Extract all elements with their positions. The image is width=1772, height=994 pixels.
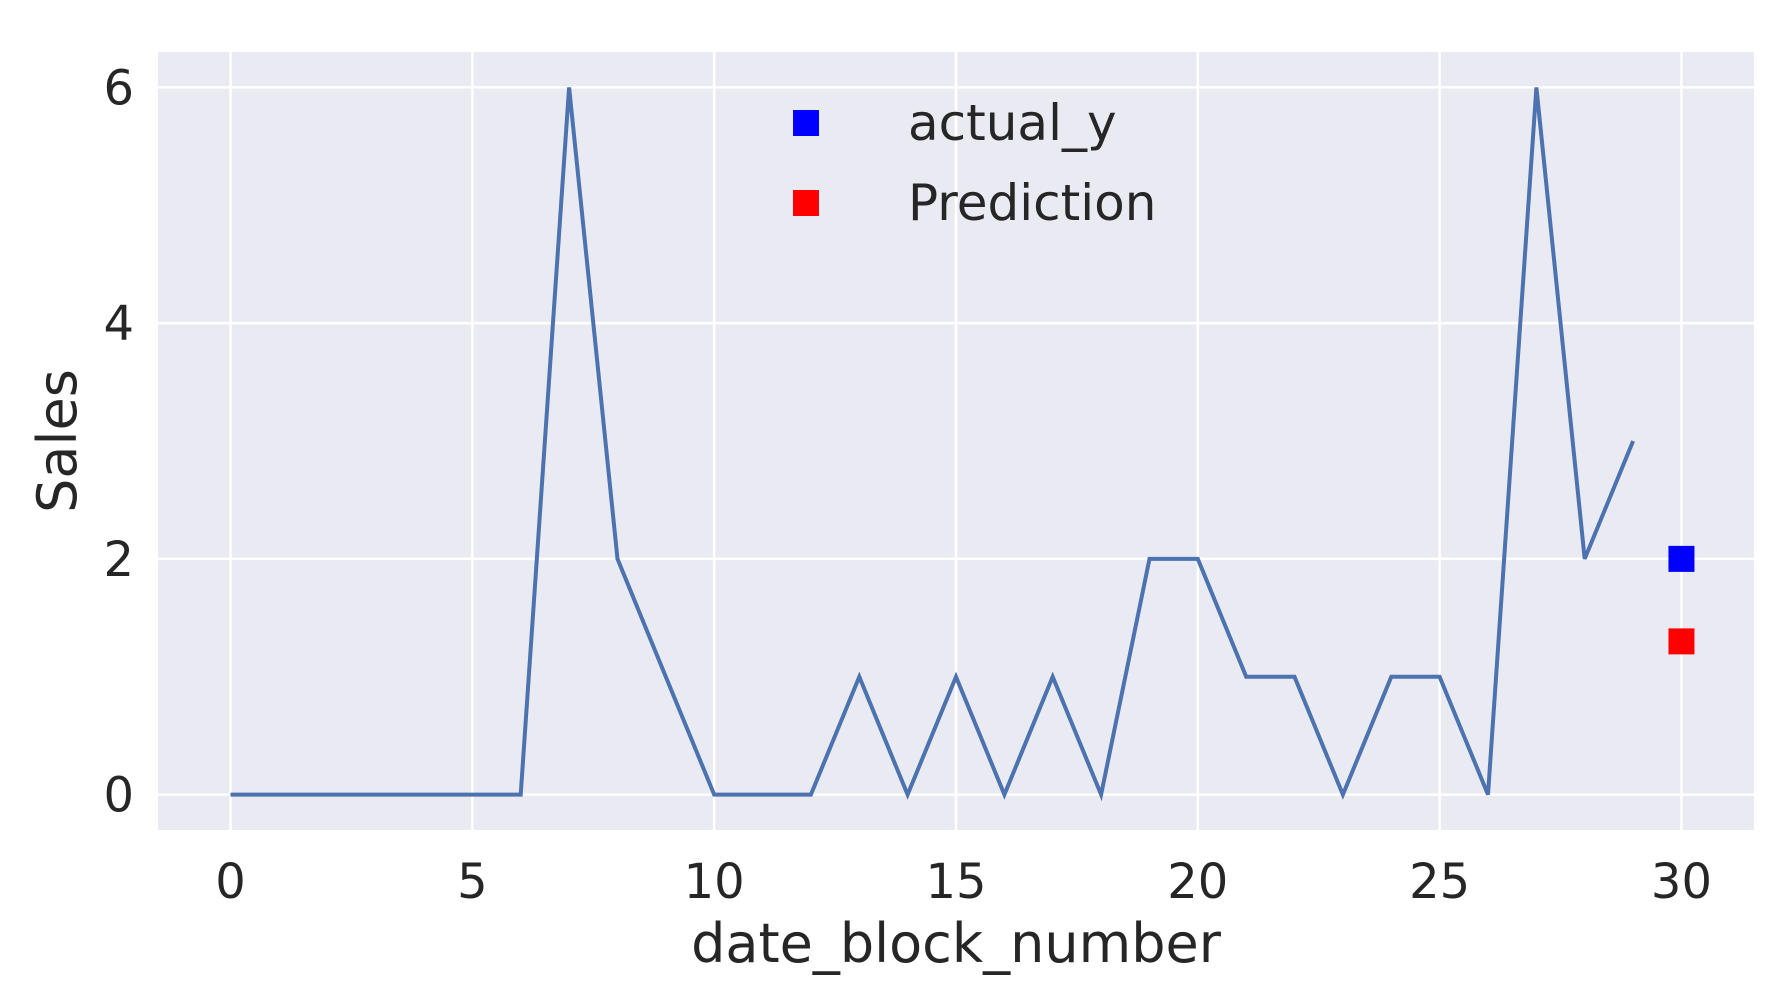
marker-actual-y — [1668, 545, 1695, 572]
x-tick-label: 0 — [215, 854, 246, 910]
x-tick-labels: 0 5 10 15 20 25 30 — [215, 854, 1712, 910]
legend-label: Prediction — [908, 174, 1156, 232]
y-tick-label: 0 — [103, 768, 134, 824]
legend-swatch — [793, 110, 819, 136]
y-tick-labels: 0 2 4 6 — [103, 60, 134, 823]
legend-swatch — [793, 190, 819, 216]
y-tick-label: 2 — [103, 532, 134, 588]
marker-prediction — [1668, 628, 1695, 655]
x-tick-label: 15 — [925, 854, 986, 910]
x-tick-label: 20 — [1167, 854, 1228, 910]
legend-label: actual_y — [908, 94, 1117, 152]
x-tick-label: 10 — [684, 854, 745, 910]
x-tick-label: 25 — [1409, 854, 1470, 910]
series-layer — [230, 87, 1695, 802]
y-tick-label: 6 — [103, 60, 134, 116]
y-tick-label: 4 — [103, 296, 134, 352]
x-tick-label: 5 — [457, 854, 488, 910]
y-axis-label: Sales — [26, 369, 89, 513]
legend: actual_y Prediction — [793, 94, 1156, 232]
series-line — [230, 87, 1635, 802]
x-tick-label: 30 — [1651, 854, 1712, 910]
x-axis-label: date_block_number — [691, 912, 1222, 975]
